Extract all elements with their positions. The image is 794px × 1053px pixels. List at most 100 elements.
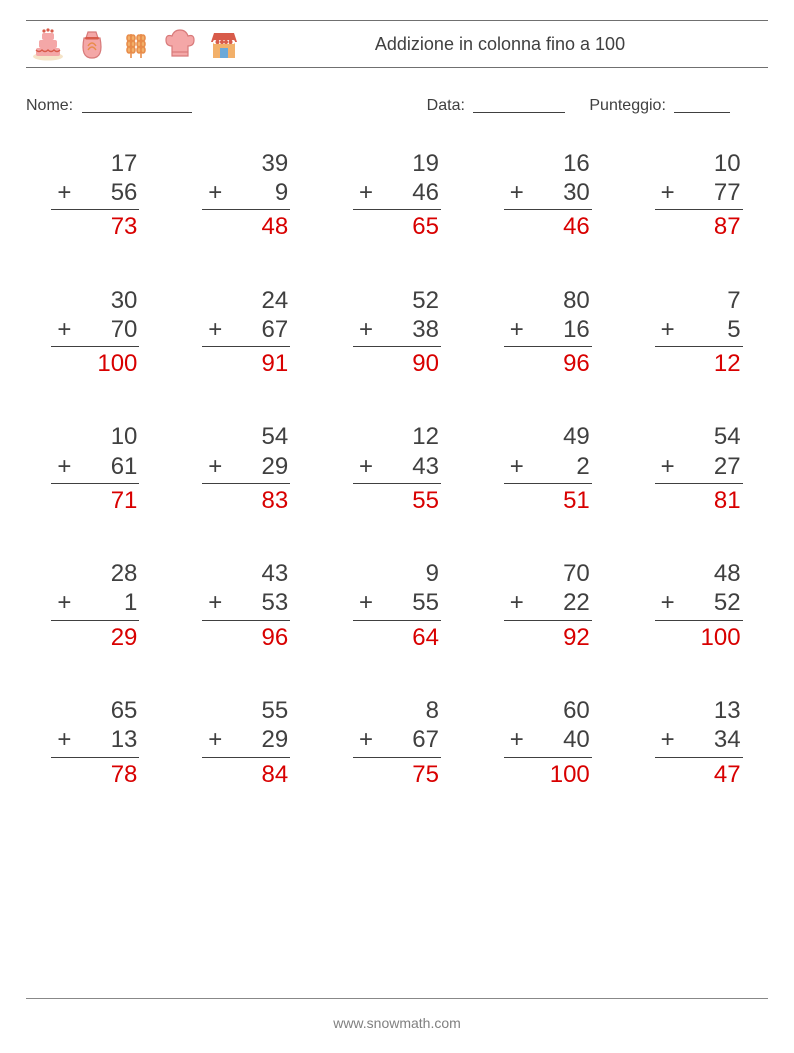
- addend-top: 70: [504, 559, 592, 588]
- wheat-icon: [118, 26, 154, 62]
- plus-sign: +: [661, 725, 675, 754]
- addend-top: 48: [655, 559, 743, 588]
- plus-sign: +: [57, 588, 71, 617]
- addend-bottom: +46: [353, 178, 441, 207]
- problem-rule: [504, 620, 592, 621]
- score-blank[interactable]: [674, 95, 730, 113]
- page-title: Addizione in colonna fino a 100: [242, 34, 768, 55]
- addend-bottom: +30: [504, 178, 592, 207]
- answer: 100: [504, 760, 592, 789]
- problem-rule: [504, 346, 592, 347]
- addend-bottom: + 5: [655, 315, 743, 344]
- plus-sign: +: [359, 588, 373, 617]
- problem-rule: [504, 209, 592, 210]
- shop-icon: [206, 26, 242, 62]
- addend-top: 16: [504, 149, 592, 178]
- answer: 90: [353, 349, 441, 378]
- problem-rule: [202, 757, 290, 758]
- problem: 43+5396: [202, 559, 290, 652]
- addend-top: 13: [655, 696, 743, 725]
- answer: 100: [655, 623, 743, 652]
- answer: 12: [655, 349, 743, 378]
- answer: 46: [504, 212, 592, 241]
- addend-top: 10: [655, 149, 743, 178]
- answer: 75: [353, 760, 441, 789]
- addend-bottom-value: 29: [261, 726, 288, 753]
- problem: 28+ 129: [51, 559, 139, 652]
- addend-bottom-value: 38: [412, 316, 439, 343]
- header-bar: Addizione in colonna fino a 100: [26, 21, 768, 68]
- name-blank[interactable]: [82, 95, 192, 113]
- problem: 17+5673: [51, 149, 139, 242]
- plus-sign: +: [359, 178, 373, 207]
- plus-sign: +: [661, 452, 675, 481]
- problem-rule: [51, 346, 139, 347]
- problem: 54+2781: [655, 422, 743, 515]
- answer: 55: [353, 486, 441, 515]
- problem-rule: [655, 757, 743, 758]
- addend-bottom-value: 13: [111, 726, 138, 753]
- addend-bottom: +13: [51, 725, 139, 754]
- addend-top: 12: [353, 422, 441, 451]
- problem-rule: [353, 483, 441, 484]
- problem-rule: [353, 209, 441, 210]
- sack-icon: [74, 26, 110, 62]
- answer: 92: [504, 623, 592, 652]
- addend-bottom: +67: [202, 315, 290, 344]
- problem-rule: [655, 620, 743, 621]
- plus-sign: +: [510, 452, 524, 481]
- plus-sign: +: [208, 452, 222, 481]
- worksheet-page: Addizione in colonna fino a 100 Nome: Da…: [0, 0, 794, 1053]
- plus-sign: +: [359, 315, 373, 344]
- addend-top: 30: [51, 286, 139, 315]
- date-blank[interactable]: [473, 95, 565, 113]
- answer: 71: [51, 486, 139, 515]
- addend-top: 24: [202, 286, 290, 315]
- addend-bottom: +38: [353, 315, 441, 344]
- problem: 16+30 46: [504, 149, 592, 242]
- plus-sign: +: [57, 315, 71, 344]
- addend-bottom: +16: [504, 315, 592, 344]
- date-label: Data:: [427, 97, 465, 114]
- answer: 91: [202, 349, 290, 378]
- addend-bottom-value: 56: [111, 179, 138, 206]
- problem-rule: [51, 757, 139, 758]
- plus-sign: +: [359, 452, 373, 481]
- problem: 60+40 100: [504, 696, 592, 789]
- date-field: Data:: [427, 92, 566, 115]
- problem: 48+52100: [655, 559, 743, 652]
- addend-bottom: +77: [655, 178, 743, 207]
- problem: 52+3890: [353, 286, 441, 379]
- problem: 12+4355: [353, 422, 441, 515]
- plus-sign: +: [208, 588, 222, 617]
- plus-sign: +: [359, 725, 373, 754]
- problem: 55+2984: [202, 696, 290, 789]
- plus-sign: +: [208, 315, 222, 344]
- problem: 30+70100: [51, 286, 139, 379]
- addend-top: 60: [504, 696, 592, 725]
- addend-bottom-value: 77: [714, 179, 741, 206]
- name-field: Nome:: [26, 92, 427, 115]
- problem: 9+5564: [353, 559, 441, 652]
- addend-top: 54: [202, 422, 290, 451]
- addend-bottom-value: 40: [563, 726, 590, 753]
- addend-bottom-value: 52: [714, 589, 741, 616]
- answer: 48: [202, 212, 290, 241]
- problem: 80+1696: [504, 286, 592, 379]
- problem-rule: [655, 209, 743, 210]
- addend-bottom: +55: [353, 588, 441, 617]
- addend-top: 17: [51, 149, 139, 178]
- problem: 13+3447: [655, 696, 743, 789]
- score-label: Punteggio:: [589, 97, 666, 114]
- plus-sign: +: [510, 725, 524, 754]
- addend-top: 65: [51, 696, 139, 725]
- answer: 81: [655, 486, 743, 515]
- plus-sign: +: [208, 725, 222, 754]
- bottom-rule: [26, 998, 768, 999]
- problem: 49+ 251: [504, 422, 592, 515]
- problem-rule: [655, 346, 743, 347]
- addend-bottom-value: 55: [412, 589, 439, 616]
- addend-top: 80: [504, 286, 592, 315]
- problem-rule: [51, 620, 139, 621]
- addend-bottom: +61: [51, 452, 139, 481]
